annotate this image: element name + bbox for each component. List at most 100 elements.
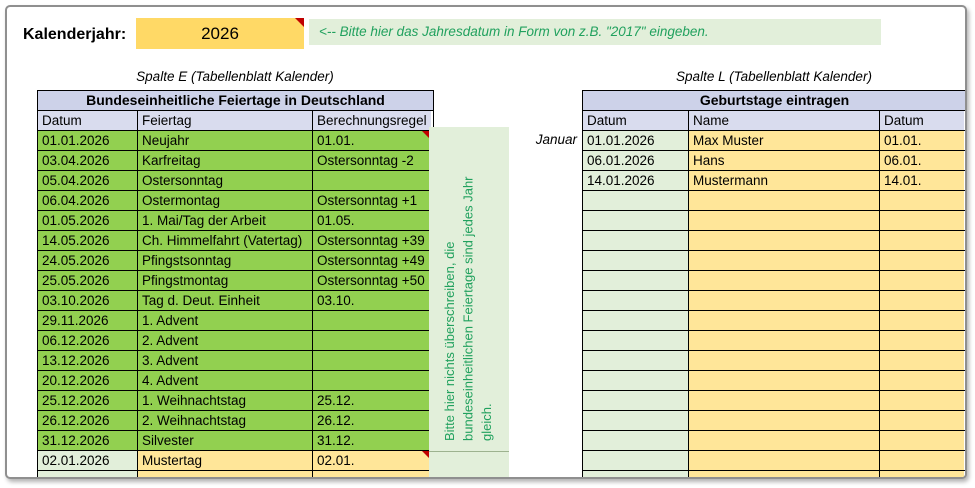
cell-name[interactable] [689,311,880,330]
cell-name[interactable]: Mustertag [138,451,313,470]
cell-name[interactable] [689,231,880,250]
cell-name[interactable] [689,451,880,470]
cell-rule[interactable]: 14.01. [880,171,964,190]
cell-name[interactable] [689,271,880,290]
cell-rule[interactable] [313,311,431,330]
cell-name[interactable]: Pfingstsonntag [138,251,313,270]
cell-rule[interactable]: 25.12. [313,391,431,410]
cell-date[interactable]: 05.04.2026 [38,171,138,190]
cell-date[interactable]: 24.05.2026 [38,251,138,270]
cell-rule[interactable] [880,371,964,390]
cell-name[interactable]: Ostermontag [138,191,313,210]
cell-date[interactable]: 29.11.2026 [38,311,138,330]
cell-name[interactable]: Mustermann [689,171,880,190]
cell-rule[interactable] [880,211,964,230]
cell-rule[interactable]: 01.01. [880,131,964,150]
cell-name[interactable] [689,331,880,350]
cell-date[interactable]: 25.05.2026 [38,271,138,290]
cell-date[interactable] [583,471,689,477]
cell-rule[interactable] [880,291,964,310]
cell-date[interactable] [583,331,689,350]
cell-date[interactable] [583,291,689,310]
cell-name[interactable] [689,211,880,230]
cell-rule[interactable]: Ostersonntag +50 [313,271,431,290]
cell-rule[interactable] [313,371,431,390]
cell-rule[interactable] [880,471,964,477]
cell-name[interactable]: 1. Advent [138,311,313,330]
cell-rule[interactable]: 06.01. [880,151,964,170]
cell-rule[interactable]: Ostersonntag -2 [313,151,431,170]
cell-rule[interactable]: 31.12. [313,431,431,450]
cell-date[interactable]: 13.12.2026 [38,351,138,370]
cell-date[interactable] [583,411,689,430]
cell-name[interactable] [689,431,880,450]
cell-rule[interactable] [313,331,431,350]
cell-name[interactable]: Neujahr [138,131,313,150]
cell-rule[interactable]: Ostersonntag +49 [313,251,431,270]
cell-rule[interactable] [313,471,431,477]
cell-name[interactable]: Pfingstmontag [138,271,313,290]
cell-rule[interactable] [880,331,964,350]
cell-date[interactable] [583,311,689,330]
cell-name[interactable] [689,191,880,210]
cell-date[interactable] [583,371,689,390]
cell-date[interactable] [583,351,689,370]
cell-date[interactable] [583,451,689,470]
cell-date[interactable]: 06.01.2026 [583,151,689,170]
cell-date[interactable] [38,471,138,477]
cell-date[interactable]: 31.12.2026 [38,431,138,450]
cell-rule[interactable] [880,231,964,250]
cell-rule[interactable] [880,351,964,370]
cell-date[interactable]: 14.01.2026 [583,171,689,190]
cell-rule[interactable] [880,451,964,470]
cell-date[interactable]: 02.01.2026 [38,451,138,470]
cell-name[interactable]: 2. Weihnachtstag [138,411,313,430]
cell-rule[interactable]: 01.05. [313,211,431,230]
cell-date[interactable] [583,211,689,230]
cell-date[interactable]: 03.10.2026 [38,291,138,310]
cell-rule[interactable] [313,171,431,190]
cell-rule[interactable] [880,191,964,210]
cell-name[interactable]: Tag d. Deut. Einheit [138,291,313,310]
cell-rule[interactable] [880,251,964,270]
cell-rule[interactable]: 01.01. [313,131,431,150]
cell-name[interactable] [689,251,880,270]
cell-name[interactable] [689,471,880,477]
cell-date[interactable]: 26.12.2026 [38,411,138,430]
cell-date[interactable]: 06.04.2026 [38,191,138,210]
cell-name[interactable]: Hans [689,151,880,170]
cell-name[interactable] [689,351,880,370]
cell-date[interactable]: 20.12.2026 [38,371,138,390]
cell-date[interactable]: 25.12.2026 [38,391,138,410]
cell-date[interactable] [583,431,689,450]
calendar-year-input[interactable]: 2026 [136,18,304,49]
cell-rule[interactable]: 02.01. [313,451,431,470]
cell-name[interactable]: Ch. Himmelfahrt (Vatertag) [138,231,313,250]
cell-rule[interactable] [313,351,431,370]
cell-name[interactable]: 4. Advent [138,371,313,390]
cell-rule[interactable]: Ostersonntag +1 [313,191,431,210]
cell-date[interactable] [583,391,689,410]
cell-name[interactable]: Max Muster [689,131,880,150]
cell-name[interactable]: Karfreitag [138,151,313,170]
cell-rule[interactable] [880,411,964,430]
cell-name[interactable] [689,371,880,390]
cell-name[interactable] [138,471,313,477]
cell-name[interactable]: 1. Weihnachtstag [138,391,313,410]
cell-date[interactable] [583,231,689,250]
cell-name[interactable]: Ostersonntag [138,171,313,190]
cell-date[interactable]: 01.01.2026 [583,131,689,150]
cell-date[interactable] [583,271,689,290]
cell-date[interactable]: 01.05.2026 [38,211,138,230]
cell-name[interactable] [689,291,880,310]
cell-name[interactable] [689,391,880,410]
cell-rule[interactable]: 26.12. [313,411,431,430]
cell-name[interactable]: 3. Advent [138,351,313,370]
cell-name[interactable]: Silvester [138,431,313,450]
cell-date[interactable] [583,191,689,210]
cell-date[interactable]: 06.12.2026 [38,331,138,350]
cell-date[interactable]: 03.04.2026 [38,151,138,170]
cell-rule[interactable] [880,271,964,290]
cell-rule[interactable] [880,391,964,410]
cell-rule[interactable] [880,311,964,330]
